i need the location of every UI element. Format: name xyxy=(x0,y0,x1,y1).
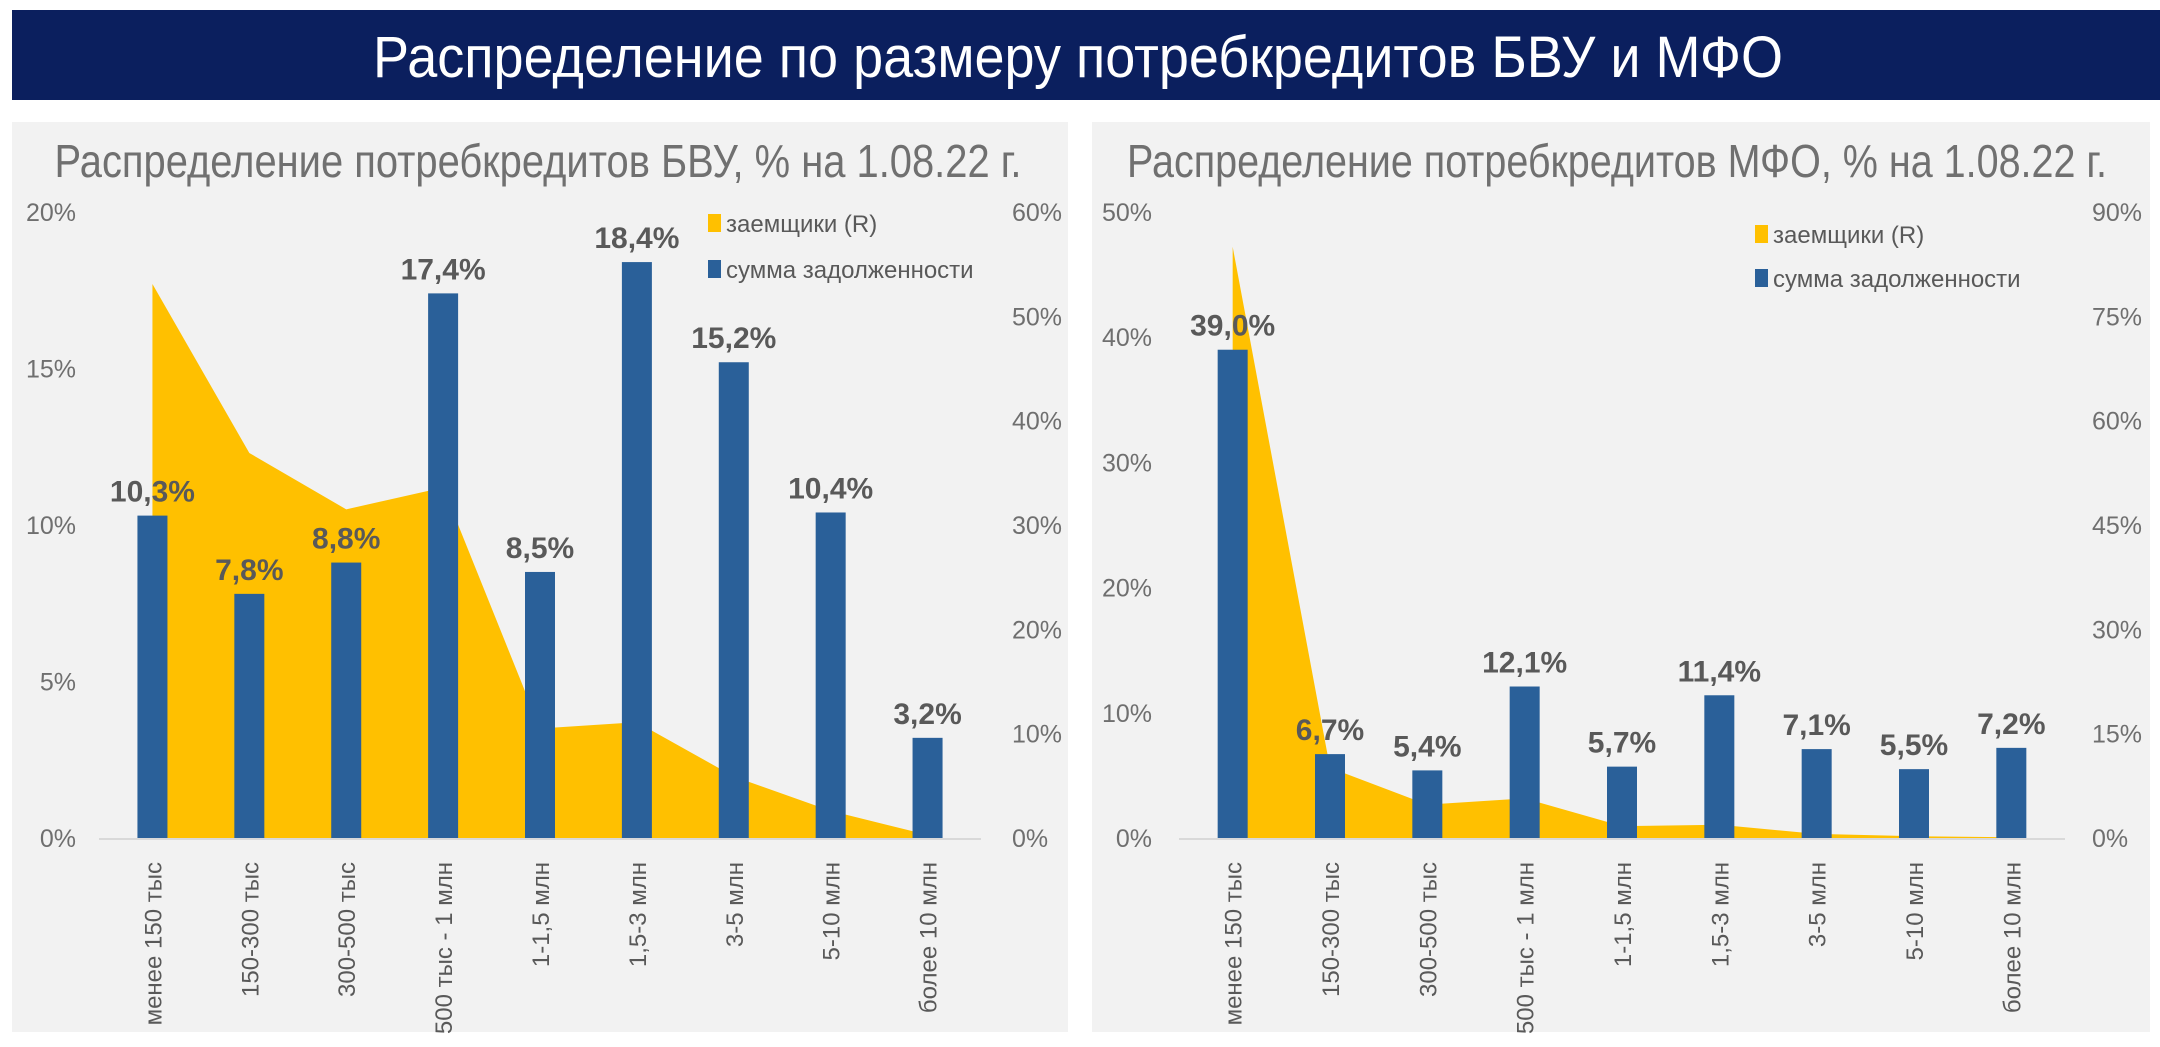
bar-debt xyxy=(1315,754,1345,838)
category-label: более 10 млн xyxy=(1999,862,2026,1013)
right-axis-tick: 90% xyxy=(2092,199,2142,227)
data-label: 5,5% xyxy=(1880,729,1948,762)
right-axis-tick: 20% xyxy=(1012,616,1062,644)
bar-debt xyxy=(428,293,459,838)
right-axis-tick: 0% xyxy=(2092,825,2128,853)
bar-debt xyxy=(1996,747,2027,838)
left-axis-tick: 5% xyxy=(40,669,76,697)
bar-debt xyxy=(1607,766,1637,838)
left-axis-tick: 50% xyxy=(1102,199,1152,227)
right-axis-tick: 15% xyxy=(2092,721,2142,749)
legend-swatch-borrowers xyxy=(1755,225,1768,243)
bar-debt xyxy=(1899,769,1929,838)
area-borrowers xyxy=(1232,246,2012,838)
data-label: 11,4% xyxy=(1678,655,1761,688)
data-label: 15,2% xyxy=(691,322,776,355)
right-axis-tick: 45% xyxy=(2092,512,2142,540)
data-label: 10,3% xyxy=(110,476,195,509)
data-label: 10,4% xyxy=(788,472,873,505)
category-label: 3-5 млн xyxy=(722,862,749,947)
left-axis-tick: 20% xyxy=(1102,575,1152,603)
category-label: 150-300 тыс xyxy=(237,862,264,997)
legend-swatch-debt xyxy=(708,260,721,278)
category-label: 1-1,5 млн xyxy=(528,862,555,967)
bar-debt xyxy=(137,515,168,838)
legend-swatch-debt xyxy=(1755,269,1768,287)
left-axis-tick: 30% xyxy=(1102,449,1152,477)
right-axis-tick: 30% xyxy=(1012,512,1062,540)
bar-debt xyxy=(718,362,749,838)
data-label: 3,2% xyxy=(893,698,961,731)
data-label: 7,8% xyxy=(215,554,283,587)
left-axis-tick: 10% xyxy=(1102,700,1152,728)
legend-label: сумма задолженности xyxy=(1773,266,2021,293)
category-label: 1,5-3 млн xyxy=(625,862,652,967)
category-label: 5-10 млн xyxy=(819,862,846,960)
bar-debt xyxy=(525,571,555,838)
legend-label: заемщики (R) xyxy=(1773,222,1924,249)
category-label: менее 150 тыс xyxy=(140,862,167,1025)
data-label: 8,5% xyxy=(506,532,574,565)
category-label: 300-500 тыс xyxy=(334,862,361,997)
category-label: 500 тыс - 1 млн xyxy=(431,862,458,1034)
bar-debt xyxy=(1509,686,1540,838)
left-axis-tick: 0% xyxy=(40,825,76,853)
right-axis-tick: 10% xyxy=(1012,721,1062,749)
bar-debt xyxy=(815,512,846,838)
data-label: 6,7% xyxy=(1296,714,1364,747)
data-label: 8,8% xyxy=(312,523,380,556)
left-axis-tick: 20% xyxy=(26,199,76,227)
bar-debt xyxy=(331,562,362,838)
left-axis-tick: 0% xyxy=(1116,825,1152,853)
bar-debt xyxy=(1412,770,1443,838)
left-axis-tick: 15% xyxy=(26,356,76,384)
category-label: 150-300 тыс xyxy=(1318,862,1345,997)
data-label: 39,0% xyxy=(1190,310,1275,343)
right-axis-tick: 30% xyxy=(2092,616,2142,644)
right-axis-tick: 60% xyxy=(2092,408,2142,436)
bar-debt xyxy=(912,737,943,838)
right-axis-tick: 60% xyxy=(1012,199,1062,227)
category-label: более 10 млн xyxy=(916,862,943,1013)
chart-mfo: Распределение потребкредитов МФО, % на 1… xyxy=(1092,122,2150,1034)
data-label: 18,4% xyxy=(594,222,679,255)
page-title: Распределение по размеру потребкредитов … xyxy=(373,25,1783,90)
chart-title: Распределение потребкредитов МФО, % на 1… xyxy=(1127,135,2107,187)
left-axis-tick: 40% xyxy=(1102,324,1152,352)
data-label: 7,2% xyxy=(1977,708,2045,741)
right-axis-tick: 40% xyxy=(1012,408,1062,436)
data-label: 5,7% xyxy=(1588,727,1656,760)
category-label: 3-5 млн xyxy=(1805,862,1832,947)
category-label: 1,5-3 млн xyxy=(1707,862,1734,967)
category-label: 5-10 млн xyxy=(1902,862,1929,960)
right-axis-tick: 0% xyxy=(1012,825,1048,853)
bar-debt xyxy=(234,593,265,838)
right-axis-tick: 50% xyxy=(1012,303,1062,331)
left-axis-tick: 10% xyxy=(26,512,76,540)
chart-bvu: Распределение потребкредитов БВУ, % на 1… xyxy=(12,122,1068,1034)
title-banner xyxy=(12,10,2160,100)
category-label: 300-500 тыс xyxy=(1415,862,1442,997)
category-label: 500 тыс - 1 млн xyxy=(1513,862,1540,1034)
right-axis-tick: 75% xyxy=(2092,303,2142,331)
legend-swatch-borrowers xyxy=(708,214,721,232)
bar-debt xyxy=(1704,695,1735,838)
bar-debt xyxy=(1801,749,1832,838)
legend-label: сумма задолженности xyxy=(726,257,974,284)
data-label: 12,1% xyxy=(1482,647,1567,680)
data-label: 7,1% xyxy=(1782,709,1850,742)
bar-debt xyxy=(1217,349,1248,838)
legend-label: заемщики (R) xyxy=(726,211,877,238)
data-label: 5,4% xyxy=(1393,730,1461,763)
data-label: 17,4% xyxy=(401,253,486,286)
category-label: менее 150 тыс xyxy=(1221,862,1248,1025)
bar-debt xyxy=(621,262,652,839)
chart-title: Распределение потребкредитов БВУ, % на 1… xyxy=(55,135,1022,187)
category-label: 1-1,5 млн xyxy=(1610,862,1637,967)
